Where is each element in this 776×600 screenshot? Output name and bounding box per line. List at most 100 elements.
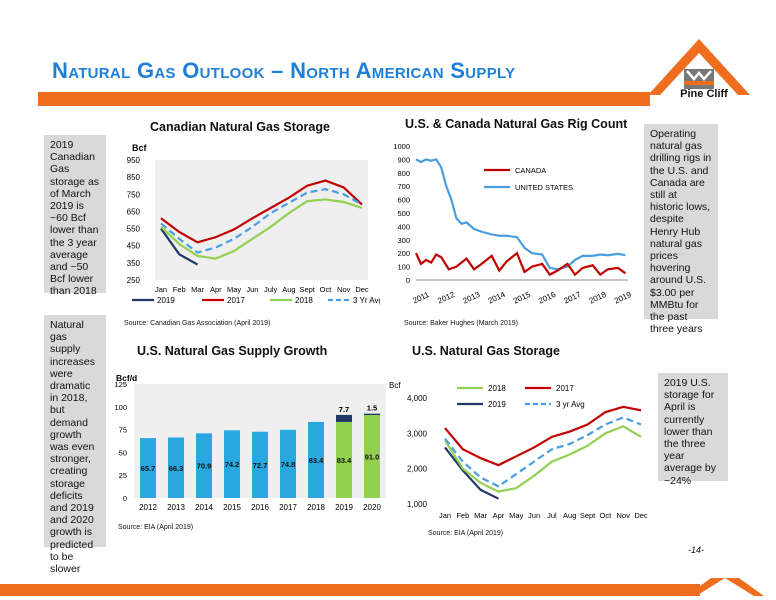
page-title: Natural Gas Outlook – North American Sup… xyxy=(52,58,516,83)
x-tick-label: 2014 xyxy=(487,290,507,306)
legend-label: 2019 xyxy=(488,400,506,409)
y-axis-label: Bcf xyxy=(132,143,148,153)
series-line xyxy=(444,425,642,493)
x-tick-label: 2016 xyxy=(251,503,269,512)
x-tick-label: Jun xyxy=(528,511,540,520)
y-tick-label: 3,000 xyxy=(407,429,428,438)
y-tick-label: 450 xyxy=(127,242,141,251)
bar xyxy=(280,429,296,498)
bar-value-label: 83.4 xyxy=(309,456,324,465)
note-rig-count: Operating natural gas drilling rigs in t… xyxy=(644,124,718,335)
y-tick-label: 550 xyxy=(127,225,141,234)
x-tick-label: Mar xyxy=(191,285,204,294)
legend-label: UNITED STATES xyxy=(515,183,573,192)
bar xyxy=(196,433,212,498)
series-line xyxy=(444,405,642,467)
y-tick-label: 750 xyxy=(127,190,141,199)
x-tick-label: July xyxy=(264,285,278,294)
y-tick-label: 100 xyxy=(114,403,127,412)
chart-title-canadian-storage: Canadian Natural Gas Storage xyxy=(150,120,330,134)
series-line xyxy=(415,158,626,271)
y-tick-label: 4,000 xyxy=(407,394,428,403)
x-tick-label: Oct xyxy=(320,285,333,294)
y-tick-label: 100 xyxy=(397,263,410,272)
x-tick-label: 2013 xyxy=(167,503,185,512)
x-tick-label: Sept xyxy=(299,285,315,294)
y-tick-label: 600 xyxy=(397,196,410,205)
x-tick-label: Sept xyxy=(580,511,596,520)
note-supply-growth: Natural gas supply increases were dramat… xyxy=(44,315,106,575)
logo-house-icon xyxy=(648,39,750,95)
y-tick-label: 2,000 xyxy=(407,465,428,474)
x-tick-label: Aug xyxy=(282,285,295,294)
x-tick-label: Feb xyxy=(173,285,186,294)
x-tick-label: May xyxy=(509,511,523,520)
y-tick-label: 700 xyxy=(397,182,410,191)
y-tick-label: 125 xyxy=(114,380,127,389)
legend-label: 3 yr Avg xyxy=(556,400,585,409)
x-tick-label: Dec xyxy=(634,511,648,520)
x-tick-label: Apr xyxy=(210,285,222,294)
y-tick-label: 350 xyxy=(127,259,141,268)
x-tick-label: Dec xyxy=(355,285,369,294)
y-tick-label: 900 xyxy=(397,155,410,164)
x-tick-label: 2017 xyxy=(562,290,582,306)
y-axis-label: Bcf/d xyxy=(116,373,137,383)
bar xyxy=(224,430,240,498)
series-line xyxy=(160,227,199,266)
y-tick-label: 400 xyxy=(397,222,410,231)
x-tick-label: 2014 xyxy=(195,503,213,512)
bar xyxy=(168,437,184,498)
bar-value-label: 74.2 xyxy=(225,460,240,469)
legend-label: 2019 xyxy=(157,296,175,305)
x-tick-label: Nov xyxy=(617,511,631,520)
series-line xyxy=(160,198,363,260)
y-tick-label: 200 xyxy=(397,249,410,258)
y-tick-label: 250 xyxy=(127,276,141,285)
x-tick-label: Feb xyxy=(456,511,469,520)
y-tick-label: 800 xyxy=(397,169,410,178)
header-bar xyxy=(38,92,650,106)
y-tick-label: 950 xyxy=(127,156,141,165)
bar-value-label: 72.7 xyxy=(253,461,268,470)
y-tick-label: 650 xyxy=(127,207,141,216)
source-us-storage: Source: EIA (April 2019) xyxy=(428,530,504,537)
y-tick-label: 0 xyxy=(123,494,127,503)
legend-label: 2018 xyxy=(295,296,313,305)
legend-label: 2017 xyxy=(556,384,574,393)
source-supply-growth: Source: EIA (April 2019) xyxy=(118,524,194,531)
plot-area xyxy=(155,160,368,280)
footer-bar xyxy=(0,578,764,596)
x-tick-label: 2013 xyxy=(461,290,481,306)
bar-value-label: 83.4 xyxy=(337,456,352,465)
x-tick-label: Mar xyxy=(474,511,487,520)
y-tick-label: 850 xyxy=(127,173,141,182)
y-axis-label: Bcf xyxy=(389,381,401,390)
legend-label: 2017 xyxy=(227,296,245,305)
bar xyxy=(336,421,352,498)
bar-increment xyxy=(364,413,380,416)
bar-increment xyxy=(336,414,352,422)
source-canadian-storage: Source: Canadian Gas Association (April … xyxy=(124,320,271,327)
x-tick-label: 2015 xyxy=(512,290,532,306)
increment-label: 1.5 xyxy=(367,404,377,413)
bar-value-label: 70.9 xyxy=(197,462,212,471)
x-tick-label: Jul xyxy=(547,511,557,520)
chart-canadian-storage: Bcf 950 850 750 650 550 450 350 250 Jan Feb Mar Apr M… xyxy=(127,143,380,305)
x-tick-label: Jun xyxy=(246,285,258,294)
x-tick-label: Aug xyxy=(563,511,576,520)
legend-label: 3 Yr Avg xyxy=(353,296,380,305)
legend-label: 2018 xyxy=(488,384,506,393)
bar xyxy=(364,415,380,498)
x-tick-label: Jan xyxy=(439,511,451,520)
x-tick-label: 2012 xyxy=(139,503,157,512)
y-tick-label: 1,000 xyxy=(407,500,428,509)
x-tick-label: Nov xyxy=(337,285,351,294)
series-line xyxy=(160,179,363,244)
note-us-storage: 2019 U.S. storage for April is currently… xyxy=(658,373,728,487)
increment-label: 7.7 xyxy=(339,405,349,414)
y-tick-label: 1000 xyxy=(393,142,410,151)
page-number: -14- xyxy=(688,545,705,555)
note-canadian-storage: 2019 Canadian Gas storage as of March 20… xyxy=(44,135,106,297)
